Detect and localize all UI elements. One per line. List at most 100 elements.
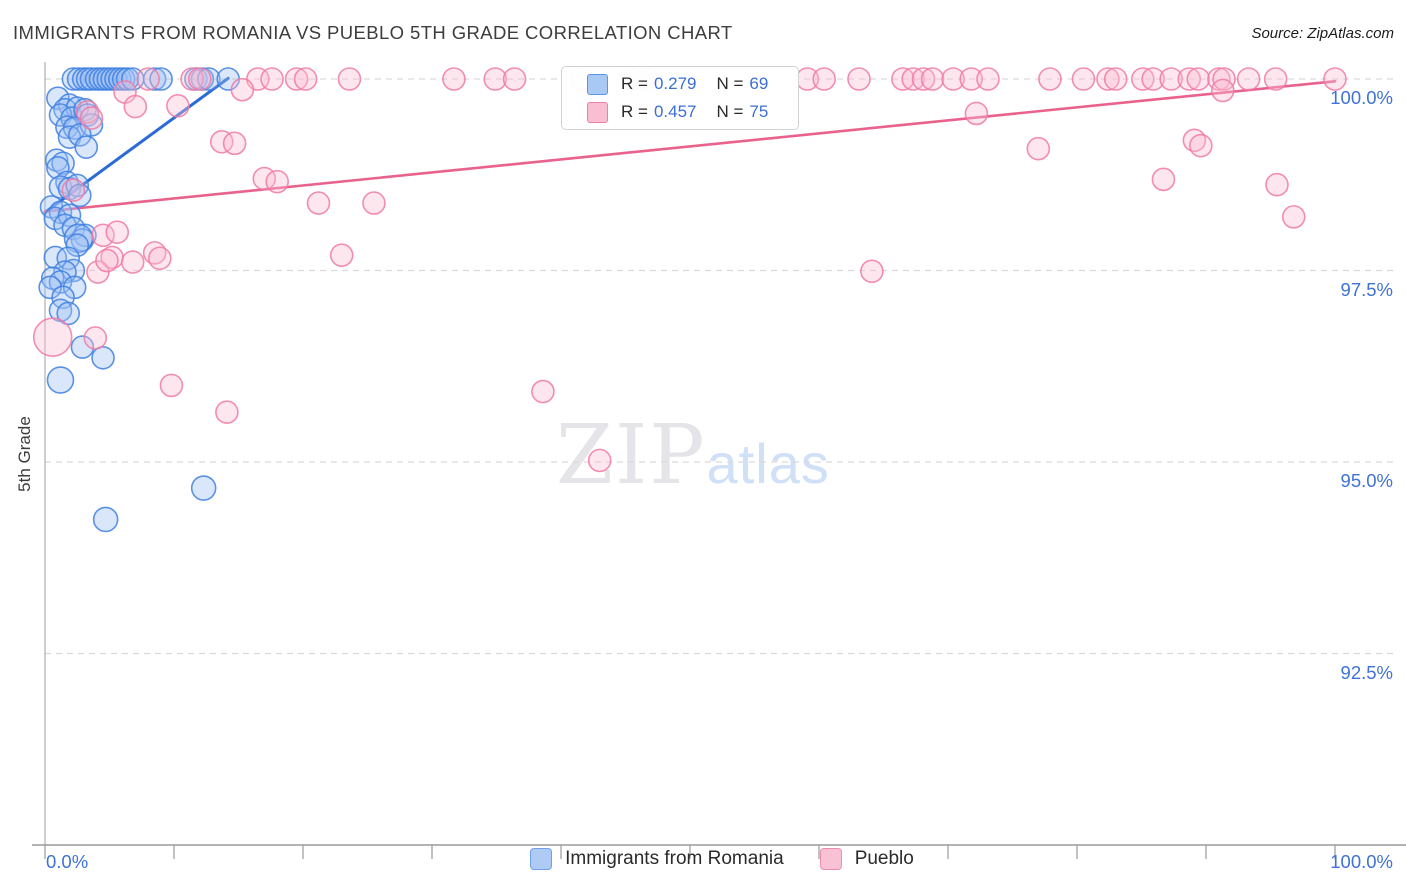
scatter-point-pueblo — [337, 67, 362, 91]
scatter-point-pueblo — [329, 243, 354, 267]
scatter-point-pueblo — [812, 67, 836, 91]
scatter-point-romania — [46, 366, 75, 394]
n-label: N = — [716, 74, 744, 93]
scatter-point-romania — [190, 475, 217, 501]
scatter-point-pueblo — [911, 67, 936, 91]
scatter-point-romania — [91, 346, 115, 370]
scatter-point-pueblo — [32, 317, 73, 357]
r-value-romania: 0.279 — [653, 74, 697, 93]
scatter-point-romania — [74, 135, 99, 159]
y-axis-title: 5th Grade — [15, 416, 34, 492]
scatter-point-pueblo — [1263, 67, 1288, 91]
scatter-point-pueblo — [83, 326, 108, 350]
page-title: IMMIGRANTS FROM ROMANIA VS PUEBLO 5TH GR… — [13, 22, 733, 43]
scatter-point-romania — [197, 67, 221, 91]
scatter-point-pueblo — [442, 67, 466, 91]
legend-item-romania: Immigrants from Romania — [530, 848, 784, 870]
scatter-point-pueblo — [188, 67, 212, 91]
scatter-point-pueblo — [1071, 67, 1096, 91]
pueblo-swatch — [587, 101, 608, 123]
scatter-point-pueblo — [847, 67, 871, 91]
scatter-point-pueblo — [1281, 205, 1306, 229]
scatter-point-pueblo — [148, 246, 172, 271]
scatter-point-pueblo — [284, 67, 309, 91]
scatter-point-pueblo — [964, 101, 989, 126]
scatter-point-pueblo — [79, 106, 104, 130]
scatter-point-pueblo — [976, 67, 1000, 91]
scatter-point-romania — [79, 67, 104, 91]
scatter-point-pueblo — [265, 169, 290, 194]
scatter-point-romania — [68, 123, 92, 147]
y-tick-label: 100.0% — [1330, 87, 1393, 108]
romania-swatch — [587, 73, 608, 95]
scatter-point-pueblo — [120, 250, 145, 274]
source-label: Source: ZipAtlas.com — [1251, 25, 1394, 42]
scatter-point-pueblo — [1236, 67, 1261, 91]
scatter-point-pueblo — [91, 223, 115, 248]
x-axis-min-label: 0.0% — [46, 851, 89, 872]
r-label: R = — [621, 102, 648, 121]
legend-row-romania: R = 0.279 N = 69 — [587, 73, 798, 95]
romania-legend-swatch — [530, 848, 553, 870]
scatter-point-pueblo — [1177, 67, 1202, 91]
scatter-point-pueblo — [306, 191, 331, 215]
n-value-romania: 69 — [749, 74, 769, 93]
scatter-point-pueblo — [941, 67, 965, 91]
scatter-point-pueblo — [95, 248, 119, 273]
scatter-point-pueblo — [860, 259, 884, 284]
scatter-point-pueblo — [1210, 78, 1235, 103]
scatter-point-pueblo — [920, 67, 945, 91]
scatter-point-pueblo — [293, 67, 318, 91]
n-value-pueblo: 75 — [749, 102, 769, 121]
scatter-point-romania — [38, 275, 62, 300]
scatter-point-pueblo — [1265, 172, 1289, 197]
scatter-point-romania — [65, 233, 90, 258]
legend-row-pueblo: R = 0.457 N = 75 — [587, 101, 798, 123]
scatter-point-pueblo — [166, 94, 190, 118]
scatter-point-pueblo — [1141, 67, 1165, 91]
scatter-point-romania — [149, 67, 173, 91]
scatter-point-pueblo — [123, 94, 148, 119]
scatter-point-pueblo — [1026, 136, 1051, 161]
r-label: R = — [621, 74, 648, 93]
scatter-point-pueblo — [1038, 67, 1062, 91]
series-legend: Immigrants from Romania Pueblo — [0, 848, 1406, 870]
scatter-point-pueblo — [159, 373, 184, 398]
scatter-point-pueblo — [1103, 67, 1128, 91]
scatter-point-romania — [70, 335, 95, 359]
scatter-point-romania — [142, 67, 167, 91]
scatter-point-pueblo — [1151, 167, 1176, 192]
scatter-point-romania — [92, 506, 119, 533]
scatter-point-pueblo — [587, 448, 612, 473]
scatter-point-pueblo — [959, 67, 984, 91]
x-axis-max-label: 100.0% — [1330, 851, 1393, 872]
scatter-point-pueblo — [136, 67, 160, 91]
scatter-point-romania — [56, 246, 81, 271]
scatter-point-pueblo — [260, 67, 284, 91]
scatter-point-pueblo — [105, 220, 130, 244]
scatter-point-pueblo — [222, 131, 247, 156]
n-label: N = — [716, 102, 744, 121]
scatter-point-pueblo — [1096, 67, 1120, 91]
scatter-point-pueblo — [180, 67, 204, 91]
pueblo-legend-swatch — [819, 848, 842, 870]
scatter-point-pueblo — [502, 67, 527, 91]
y-tick-label: 97.5% — [1340, 278, 1393, 300]
scatter-point-pueblo — [531, 379, 555, 404]
romania-legend-label: Immigrants from Romania — [565, 848, 784, 869]
pueblo-legend-label: Pueblo — [854, 848, 914, 869]
scatter-point-romania — [46, 156, 70, 180]
legend-item-pueblo: Pueblo — [819, 848, 914, 870]
scatter-point-pueblo — [362, 191, 386, 215]
scatter-point-pueblo — [1186, 67, 1211, 91]
scatter-point-pueblo — [1159, 67, 1183, 91]
scatter-point-pueblo — [61, 178, 86, 202]
scatter-point-pueblo — [215, 400, 239, 425]
r-value-pueblo: 0.457 — [653, 102, 697, 121]
correlation-legend-box: R = 0.279 N = 69 R = 0.457 N = 75 — [561, 66, 799, 130]
scatter-point-romania — [56, 301, 81, 326]
scatter-point-pueblo — [1189, 133, 1213, 158]
y-tick-label: 92.5% — [1340, 661, 1393, 683]
